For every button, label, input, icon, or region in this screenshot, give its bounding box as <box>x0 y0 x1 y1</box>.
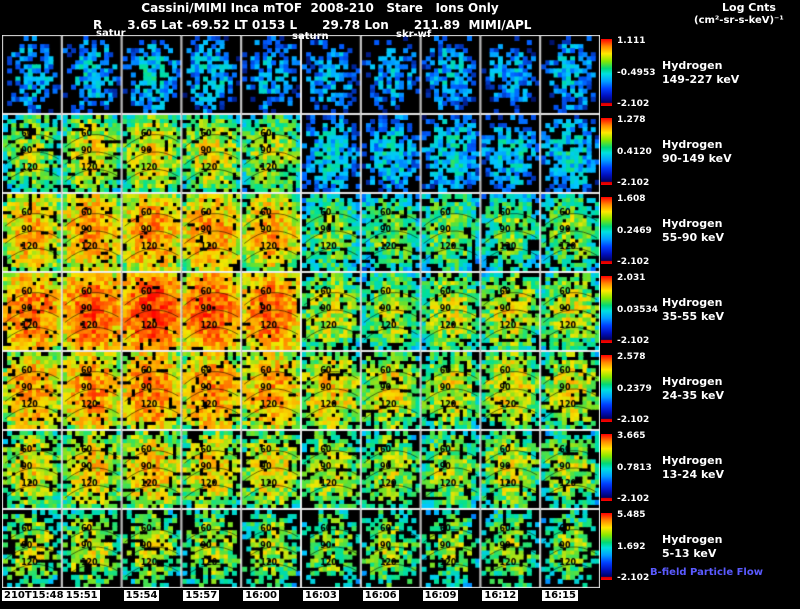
time-axis: 210T15:48 15:51 15:54 15:57 16:00 16:03 16:06 1… <box>0 590 800 606</box>
energy-range: 5-13 keV <box>662 546 717 560</box>
colorbar <box>601 513 612 580</box>
time-tick-label: 210T15:48 <box>2 590 66 601</box>
species-name: Hydrogen <box>662 58 723 72</box>
colorbar-mid-label: 0.03534 <box>617 305 658 316</box>
species-name: Hydrogen <box>662 137 723 151</box>
energy-range: 24-35 keV <box>662 388 725 402</box>
species-name: Hydrogen <box>662 216 723 230</box>
spectrogram-canvas <box>2 35 600 588</box>
time-tick-label: 15:57 <box>183 590 220 601</box>
colorbar-max-label: 3.665 <box>617 431 646 441</box>
colorbar-max-label: 2.578 <box>617 352 646 362</box>
colorbar-max-label: 1.278 <box>617 115 646 125</box>
ephemeris-line: R 3.65 Lat -69.52 LT 0153 L 29.78 Lon 21… <box>93 18 532 32</box>
page-title: Cassini/MIMI Inca mTOF 2008-210 Stare Io… <box>141 1 499 15</box>
colorbar-min-label: -2.102 <box>617 99 650 109</box>
species-name: Hydrogen <box>662 374 723 388</box>
time-tick-label: 16:06 <box>362 590 399 601</box>
colorbar-mid-label: 0.2469 <box>617 226 652 237</box>
time-tick-label: 16:15 <box>542 590 579 601</box>
colorbar-min-label: -2.102 <box>617 257 650 267</box>
colorbar-min-label: -2.102 <box>617 415 650 425</box>
energy-band-label: Hydrogen 35-55 keV <box>662 296 724 324</box>
colorbar-units-title: Log Cnts <box>722 1 776 14</box>
colorbar-mid-label: 0.7813 <box>617 463 652 474</box>
colorbar-max-label: 1.111 <box>617 36 646 46</box>
energy-band-label: Hydrogen 55-90 keV <box>662 217 724 245</box>
energy-range: 149-227 keV <box>662 72 740 86</box>
time-tick-label: 16:00 <box>243 590 280 601</box>
colorbar-max-label: 5.485 <box>617 510 646 520</box>
energy-range: 13-24 keV <box>662 467 725 481</box>
colorbar-mid-label: 0.4120 <box>617 147 652 158</box>
energy-band-label: Hydrogen 24-35 keV <box>662 375 724 403</box>
energy-band-label: Hydrogen 5-13 keV <box>662 533 722 561</box>
colorbar <box>601 276 612 343</box>
colorbar <box>601 197 612 264</box>
colorbar <box>601 118 612 185</box>
colorbar-min-label: -2.102 <box>617 573 650 583</box>
bfield-particle-flow-label: B-field Particle Flow <box>650 567 763 578</box>
species-name: Hydrogen <box>662 532 723 546</box>
colorbar <box>601 434 612 501</box>
colorbar-units-subtitle: (cm²-sr-s-keV)⁻¹ <box>694 15 784 26</box>
species-name: Hydrogen <box>662 453 723 467</box>
colorbar <box>601 355 612 422</box>
time-tick-label: 16:03 <box>303 590 339 601</box>
colorbar-min-label: -2.102 <box>617 336 650 346</box>
colorbar-max-label: 2.031 <box>617 273 646 283</box>
energy-range: 90-149 keV <box>662 151 732 165</box>
energy-band-label: Hydrogen 90-149 keV <box>662 138 732 166</box>
time-tick-label: 15:54 <box>123 590 160 601</box>
colorbar-rail: 1.111 -0.4953 -2.102 Hydrogen 149-227 keV 1.2… <box>600 35 800 588</box>
species-name: Hydrogen <box>662 295 723 309</box>
time-tick-label: 16:09 <box>422 590 459 601</box>
colorbar-min-label: -2.102 <box>617 178 650 188</box>
energy-range: 55-90 keV <box>662 230 725 244</box>
colorbar-mid-label: 0.2379 <box>617 384 652 395</box>
time-tick-label: 16:12 <box>482 590 519 601</box>
energy-band-label: Hydrogen 149-227 keV <box>662 59 739 87</box>
colorbar-max-label: 1.608 <box>617 194 646 204</box>
time-tick-label: 15:51 <box>63 590 100 601</box>
energy-range: 35-55 keV <box>662 309 725 323</box>
colorbar <box>601 39 612 106</box>
colorbar-min-label: -2.102 <box>617 494 650 504</box>
energy-band-label: Hydrogen 13-24 keV <box>662 454 724 482</box>
colorbar-mid-label: 1.692 <box>617 542 646 553</box>
colorbar-mid-label: -0.4953 <box>617 68 656 79</box>
